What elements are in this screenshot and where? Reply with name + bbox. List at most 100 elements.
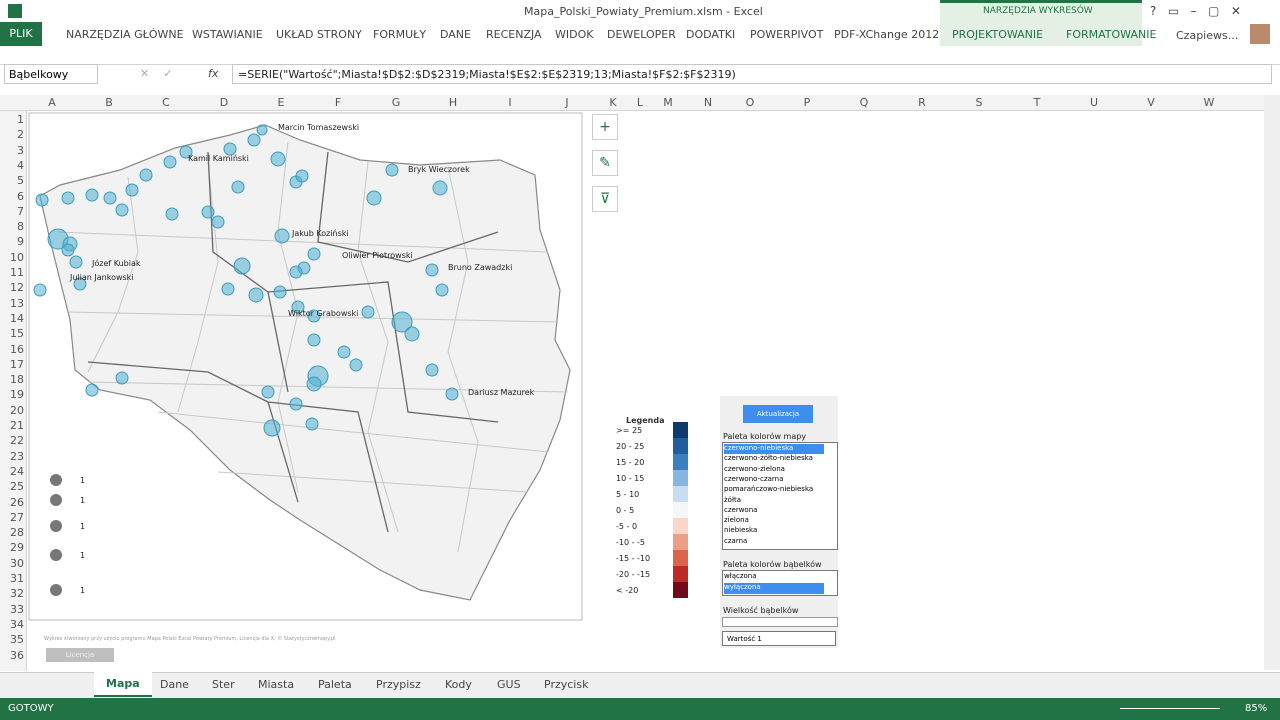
ribbon-tab[interactable]: POWERPIVOT	[750, 28, 824, 41]
row-header: 34	[10, 617, 24, 631]
bubble-palette-option[interactable]: włączona	[724, 572, 757, 580]
bubble-palette-option[interactable]: wyłączona	[724, 583, 824, 594]
window-controls[interactable]: ? ▭ – ▢ ✕	[1150, 4, 1241, 18]
palette-option[interactable]: żółta	[724, 495, 741, 504]
license-button[interactable]: Licencja	[46, 648, 114, 662]
column-header: V	[1147, 96, 1155, 109]
legend-swatch	[673, 470, 688, 486]
ribbon-tab[interactable]: PDF-XChange 2012	[834, 28, 940, 41]
map-bubble	[69, 255, 83, 269]
palette-option[interactable]: czerwona	[724, 505, 758, 514]
map-bubble	[163, 155, 177, 169]
legend-swatch	[673, 454, 688, 470]
user-name[interactable]: Czapiews...	[1176, 29, 1239, 42]
sheet-tab[interactable]: GUS	[497, 678, 521, 691]
palette-option[interactable]: czerwono-zielona	[724, 464, 785, 473]
sheet-tab[interactable]: Mapa	[94, 672, 152, 697]
ribbon-tab[interactable]: UKŁAD STRONY	[276, 28, 362, 41]
bubble-palette-list[interactable]: włączona wyłączona	[722, 570, 838, 596]
vertical-scrollbar[interactable]	[1264, 95, 1280, 670]
legend-label: -5 - 0	[616, 522, 638, 531]
column-header: G	[391, 96, 401, 109]
zoom-slider[interactable]	[1120, 708, 1220, 709]
row-header: 8	[17, 220, 24, 234]
formula-input[interactable]	[232, 64, 1272, 84]
palette-option[interactable]: czerwono-żółto-niebieska	[724, 454, 813, 463]
row-header: 30	[10, 556, 24, 570]
palette-option[interactable]: czarna	[724, 536, 748, 545]
formula-buttons[interactable]: ✕ ✓	[140, 67, 173, 80]
column-header: L	[636, 96, 644, 109]
ribbon-tab[interactable]: DEWELOPER	[607, 28, 676, 41]
ribbon-tab[interactable]: RECENZJA	[486, 28, 542, 41]
legend-swatch	[673, 438, 688, 454]
ribbon-tab[interactable]: FORMATOWANIE	[1066, 28, 1157, 41]
row-header: 33	[10, 602, 24, 616]
map-bubble	[337, 345, 351, 359]
row-header: 1	[17, 113, 24, 126]
palette-option[interactable]: pomarańczowo-niebieska	[724, 485, 814, 494]
ribbon-tab[interactable]: WSTAWIANIE	[192, 28, 263, 41]
map-bubble	[139, 168, 153, 182]
chart-button[interactable]: ⊽	[592, 186, 618, 212]
sheet-tab[interactable]: Przypisz	[376, 678, 421, 691]
ribbon-collapsed	[0, 46, 1280, 65]
ribbon-tab[interactable]: PROJEKTOWANIE	[952, 28, 1044, 41]
map-bubble	[35, 193, 49, 207]
row-header: 9	[17, 235, 24, 249]
column-header: U	[1089, 96, 1099, 109]
map-palette-list[interactable]: czerwono-niebieska czerwono-żółto-niebies…	[722, 442, 838, 550]
ribbon-tab[interactable]: WIDOK	[555, 28, 594, 41]
map-bubble	[201, 205, 215, 219]
sheet-tab[interactable]: Kody	[445, 678, 472, 691]
map-bubble	[307, 333, 321, 347]
ribbon-tab[interactable]: PLIK	[0, 22, 42, 46]
sheet-tab[interactable]: Ster	[212, 678, 235, 691]
sheet-tab[interactable]: Przycisk	[544, 678, 589, 691]
row-header: 26	[10, 495, 24, 509]
map-label: Julian Jankowski	[69, 273, 134, 282]
palette-option[interactable]: czerwono-czarna	[724, 474, 784, 483]
name-box[interactable]: Bąbelkowy	[4, 64, 98, 84]
column-header: B	[105, 96, 113, 109]
update-button[interactable]: Aktualizacja	[743, 405, 813, 423]
legend-label: 0 - 5	[616, 506, 635, 515]
ribbon-tab[interactable]: NARZĘDZIA GŁÓWNE	[66, 28, 184, 41]
map-bubble	[231, 180, 245, 194]
row-header: 12	[10, 281, 24, 295]
map-bubble	[445, 387, 459, 401]
sheet-tab[interactable]: Paleta	[318, 678, 352, 691]
sheet-tab[interactable]: Miasta	[258, 678, 295, 691]
chart-button[interactable]: +	[592, 114, 618, 140]
bubble-size-scroll[interactable]	[722, 617, 838, 627]
palette-option[interactable]: czerwono-niebieska	[724, 444, 824, 454]
map-bubble	[349, 358, 363, 372]
size-legend-bubble	[50, 474, 62, 486]
palette-option[interactable]: niebieska	[724, 526, 758, 535]
chart-button[interactable]: ✎	[592, 150, 618, 176]
bubble-size-dropdown[interactable]: Wartość 1	[722, 631, 836, 646]
ribbon-tab[interactable]: DODATKI	[686, 28, 736, 41]
row-header: 35	[10, 633, 24, 647]
fx-button[interactable]: fx	[208, 67, 219, 80]
row-header: 17	[10, 357, 24, 371]
size-legend-label: 1	[80, 551, 85, 560]
row-header: 25	[10, 480, 24, 494]
column-header: S	[975, 96, 983, 109]
row-header: 32	[10, 587, 24, 601]
row-header: 14	[10, 311, 24, 325]
ribbon-tab[interactable]: FORMUŁY	[373, 28, 427, 41]
palette-option[interactable]: zielona	[724, 516, 749, 525]
map-bubble	[73, 277, 87, 291]
sheet-tab[interactable]: Dane	[160, 678, 189, 691]
map-chart[interactable]: Marcin Tomaszewski Kamil Kamiński Bryk Wie…	[28, 112, 584, 622]
row-header: 7	[17, 204, 24, 218]
ribbon-tab[interactable]: DANE	[440, 28, 471, 41]
map-bubble	[305, 417, 319, 431]
row-header: 11	[10, 266, 24, 279]
column-header: I	[508, 96, 512, 109]
ribbon-tabs: PLIK NARZĘDZIA GŁÓWNE WSTAWIANIE UKŁAD STRO…	[0, 22, 1280, 46]
map-label: Dariusz Mazurek	[468, 388, 535, 397]
row-header: 22	[10, 434, 24, 448]
